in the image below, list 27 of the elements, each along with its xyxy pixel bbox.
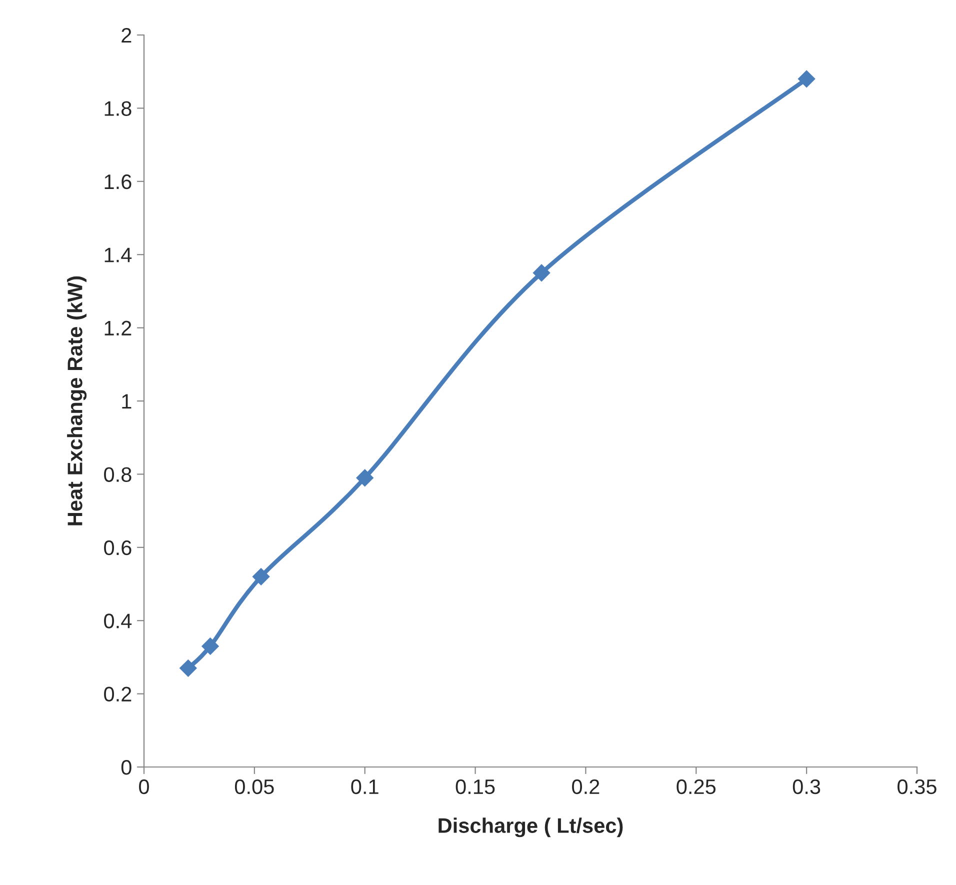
point <box>252 568 270 586</box>
x-tick-label: 0.35 <box>898 779 936 794</box>
point <box>798 70 816 88</box>
y-tick-label: 1.8 <box>104 101 132 116</box>
x-tick-label: 0 <box>139 779 149 794</box>
y-tick-label: 1 <box>122 394 132 409</box>
y-axis-title: Heat Exchange Rate (kW) <box>67 276 87 526</box>
point <box>202 638 219 655</box>
point <box>532 264 550 282</box>
point <box>356 469 374 486</box>
y-tick-label: 1.4 <box>104 248 132 262</box>
y-tick-label: 1.2 <box>104 320 132 336</box>
y-tick-label: 0.2 <box>104 686 132 702</box>
y-tick-label: 0.4 <box>104 614 132 628</box>
y-tick-label: 0.6 <box>104 540 132 556</box>
x-tick-label: 0.2 <box>572 779 600 794</box>
x-tick-label: 0.3 <box>792 779 820 794</box>
y-tick-label: 0 <box>121 760 132 775</box>
y-tick-label: 1.6 <box>104 174 132 190</box>
x-tick-label: 0.1 <box>351 779 378 794</box>
x-tick-label: 0.15 <box>456 779 495 794</box>
x-tick-label: 0.05 <box>234 779 274 794</box>
y-tick-label: 0.8 <box>104 467 132 482</box>
x-tick-label: 0.25 <box>676 779 716 794</box>
y-tick-label: 2 <box>122 28 132 43</box>
point <box>180 660 197 677</box>
x-axis-title: Discharge ( Lt/sec) <box>438 818 623 838</box>
